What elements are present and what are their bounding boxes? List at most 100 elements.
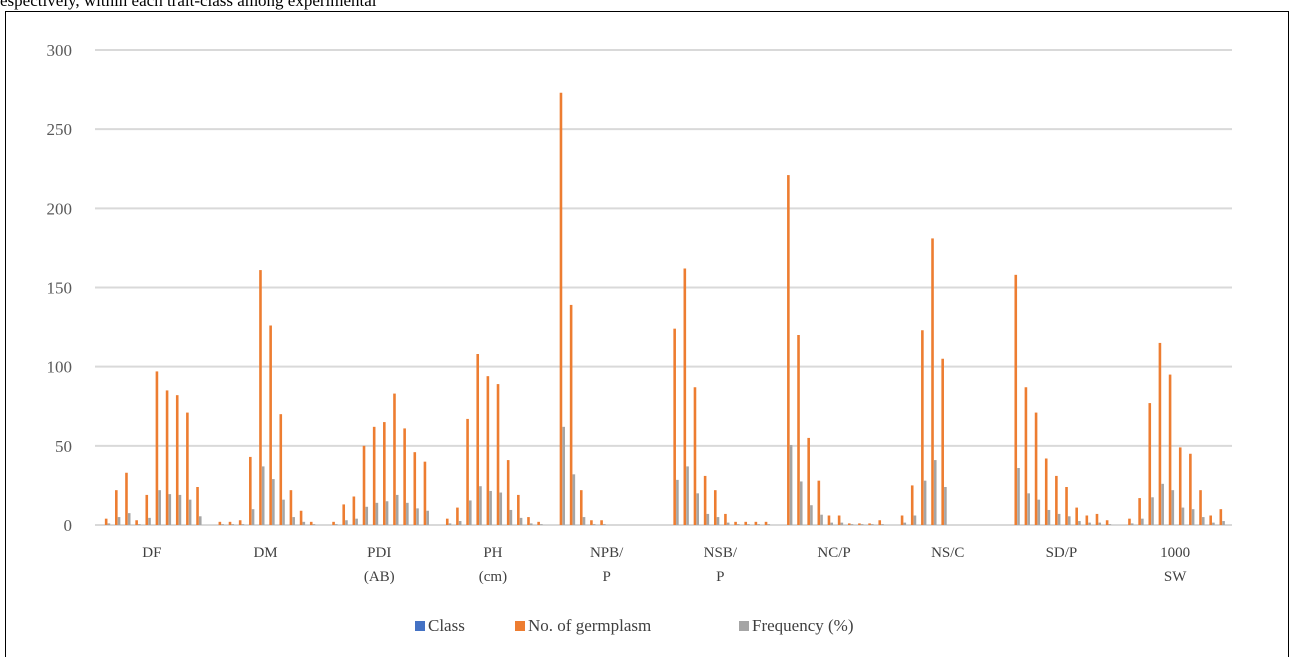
bar-no-of-germplasm [754, 521, 758, 525]
bar-no-of-germplasm [517, 494, 520, 525]
bar-frequency [395, 494, 399, 525]
y-tick-label: 50 [55, 437, 72, 456]
x-category-label: PDI [367, 545, 391, 561]
bar-frequency [1047, 509, 1051, 525]
bar-frequency [1088, 522, 1091, 525]
bar-frequency [188, 499, 192, 525]
bar-no-of-germplasm [858, 523, 861, 525]
bar-no-of-germplasm [155, 371, 159, 525]
bar-no-of-germplasm [165, 390, 169, 525]
bar-no-of-germplasm [1138, 498, 1141, 525]
bar-frequency [489, 490, 492, 525]
bar-no-of-germplasm [527, 517, 530, 525]
legend: Class No. of germplasm Frequency (%) [415, 616, 854, 635]
bar-frequency [706, 513, 710, 525]
bar-frequency [148, 517, 151, 525]
bar-no-of-germplasm [413, 452, 417, 525]
bar-no-of-germplasm [506, 460, 510, 525]
bar-no-of-germplasm [764, 521, 768, 525]
legend-label: No. of germplasm [528, 616, 651, 635]
bar-no-of-germplasm [196, 487, 199, 525]
bar-no-of-germplasm [456, 507, 459, 525]
bar-no-of-germplasm [921, 330, 924, 525]
bar-frequency [272, 479, 275, 525]
bar-no-of-germplasm [1065, 487, 1068, 525]
bar-frequency [767, 524, 771, 525]
bar-no-of-germplasm [299, 510, 303, 525]
bar-no-of-germplasm [600, 520, 603, 525]
bar-frequency [1037, 499, 1041, 525]
legend-swatch [515, 621, 525, 631]
legend-label: Class [428, 616, 465, 635]
bar-no-of-germplasm [249, 456, 252, 525]
bars [104, 92, 1225, 526]
bar-frequency [1098, 522, 1102, 525]
bar-no-of-germplasm [1148, 403, 1152, 525]
bar-frequency [448, 523, 452, 525]
bar-no-of-germplasm [1189, 453, 1192, 525]
bar-no-of-germplasm [579, 490, 583, 525]
bar-no-of-germplasm [931, 238, 934, 525]
bar-frequency [1078, 521, 1081, 525]
bar-frequency [726, 522, 730, 525]
bar-no-of-germplasm [342, 504, 346, 525]
bar-frequency [540, 524, 543, 525]
bar-frequency [789, 445, 793, 525]
bar-frequency [292, 517, 295, 525]
bar-no-of-germplasm [1055, 475, 1058, 525]
bar-no-of-germplasm [703, 475, 707, 525]
bar-frequency [261, 466, 265, 525]
bar-frequency [158, 490, 161, 525]
bar-no-of-germplasm [104, 518, 108, 525]
bar-frequency [282, 499, 285, 525]
bar-frequency [375, 502, 379, 525]
bar-no-of-germplasm [466, 418, 469, 525]
bar-frequency [840, 522, 844, 525]
bar-no-of-germplasm [569, 304, 573, 525]
bar-no-of-germplasm [115, 490, 118, 525]
bar-frequency [1171, 490, 1175, 525]
bar-frequency [582, 517, 586, 525]
x-category-label: NS/C [931, 545, 964, 561]
bar-no-of-germplasm [734, 521, 737, 525]
bar-no-of-germplasm [817, 480, 821, 525]
bar-frequency [1108, 524, 1112, 525]
bar-frequency [716, 517, 720, 525]
bar-no-of-germplasm [868, 523, 871, 525]
bar-frequency [127, 513, 131, 525]
bar-no-of-germplasm [910, 485, 914, 525]
bar-frequency [168, 494, 172, 525]
y-tick-label: 200 [47, 199, 73, 218]
bar-frequency [355, 518, 358, 525]
bar-no-of-germplasm [847, 523, 851, 525]
x-category-label-line2: (AB) [364, 569, 395, 585]
bar-frequency [469, 500, 472, 525]
x-category-label: PH [483, 545, 502, 561]
y-tick-label: 250 [47, 120, 73, 139]
bar-no-of-germplasm [238, 520, 242, 525]
x-category-label: SD/P [1046, 545, 1078, 561]
bar-frequency [221, 524, 224, 525]
page-caption-text: espectively, within each trait-class amo… [0, 0, 377, 10]
bar-no-of-germplasm [1158, 342, 1162, 525]
bar-frequency [406, 502, 409, 525]
y-tick-label: 300 [47, 41, 73, 60]
bar-frequency [251, 509, 255, 525]
bar-no-of-germplasm [1209, 515, 1212, 525]
bar-no-of-germplasm [486, 376, 490, 525]
bar-no-of-germplasm [423, 461, 427, 525]
x-category-label: DM [253, 545, 277, 561]
bar-frequency [509, 509, 513, 525]
bar-no-of-germplasm [1034, 412, 1038, 525]
bar-no-of-germplasm [900, 515, 904, 525]
bar-no-of-germplasm [496, 384, 500, 525]
bar-no-of-germplasm [279, 414, 283, 525]
bar-no-of-germplasm [269, 325, 272, 525]
bar-no-of-germplasm [683, 268, 687, 525]
bar-frequency [830, 522, 834, 525]
bar-no-of-germplasm [145, 494, 149, 525]
x-category-label-line2: (cm) [479, 569, 507, 585]
y-tick-label: 0 [64, 516, 73, 535]
bar-no-of-germplasm [445, 518, 449, 525]
